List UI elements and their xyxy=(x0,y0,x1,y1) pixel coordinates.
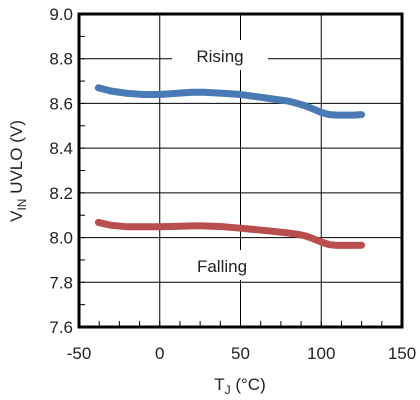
y-tick-label: 8.4 xyxy=(49,139,73,158)
rising-series-line xyxy=(94,84,366,119)
series-labels: Rising Falling xyxy=(172,40,268,280)
falling-series-label: Falling xyxy=(197,257,247,276)
x-tick-label: 0 xyxy=(155,344,164,363)
x-tick-label: 150 xyxy=(388,344,416,363)
x-axis-label-sub: J xyxy=(225,383,231,397)
y-tick-label: 8.2 xyxy=(49,184,73,203)
plot-frame xyxy=(77,12,404,329)
y-tick-label: 8.6 xyxy=(49,94,73,113)
x-axis-label-unit: (°C) xyxy=(231,375,266,394)
y-tick-label: 8.8 xyxy=(49,50,73,69)
y-tick-label: 9.0 xyxy=(49,5,73,24)
x-axis-label-main: T xyxy=(214,375,224,394)
y-axis-label: VIN UVLO (V) xyxy=(7,120,29,222)
y-axis-label-rest: UVLO (V) xyxy=(7,120,26,198)
falling-label-bg xyxy=(178,250,266,280)
falling-series-line xyxy=(94,218,366,249)
y-axis-label-sub: IN xyxy=(15,199,29,211)
y-tick-label: 7.6 xyxy=(49,318,73,337)
rising-label-bg xyxy=(172,40,268,70)
x-tick-labels: -50 0 50 100 150 xyxy=(67,344,416,363)
rising-series-label: Rising xyxy=(196,47,243,66)
x-tick-label: -50 xyxy=(67,344,92,363)
y-axis-label-main: V xyxy=(7,210,26,222)
x-tick-label: 100 xyxy=(307,344,335,363)
y-tick-label: 7.8 xyxy=(49,273,73,292)
series-lines xyxy=(94,84,366,249)
x-axis-label: TJ (°C) xyxy=(214,375,266,397)
y-tick-label: 8.0 xyxy=(49,229,73,248)
y-tick-labels: 7.6 7.8 8.0 8.2 8.4 8.6 8.8 9.0 xyxy=(49,5,73,337)
x-tick-label: 50 xyxy=(231,344,250,363)
